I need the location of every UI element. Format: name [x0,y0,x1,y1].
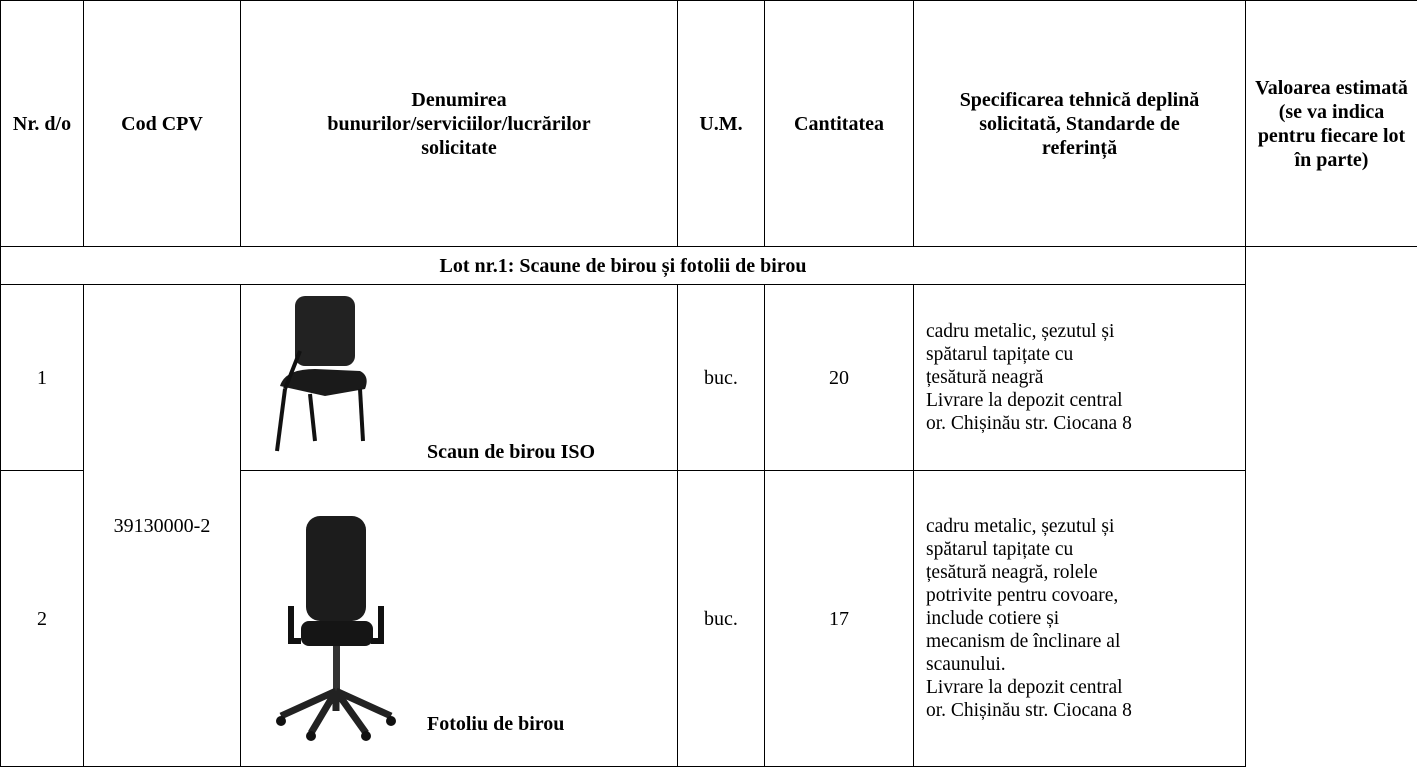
header-row: Nr. d/o Cod CPV Denumirea bunurilor/serv… [0,0,1417,247]
unit: buc. [677,470,765,767]
spec-line: țesătură neagră, rolele [926,562,1098,583]
specification: cadru metalic, șezutul și spătarul tapiț… [913,470,1246,767]
item-number: 1 [0,284,84,471]
header-cell: Nr. d/o [0,0,84,247]
spec-line: spătarul tapițate cu [926,344,1074,365]
spec-line: cadru metalic, șezutul și [926,516,1115,537]
specification: cadru metalic, șezutul și spătarul tapiț… [913,284,1246,471]
item-number: 2 [0,470,84,767]
item-row: 1 39130000-2 Scaun de birou ISO buc. 20 … [0,284,1417,767]
spec-line: or. Chișinău str. Ciocana 8 [926,700,1132,721]
item-name: Scaun de birou ISO [427,441,596,463]
spec-line: spătarul tapițate cu [926,539,1074,560]
item-name-cell: Scaun de birou ISO [240,284,678,471]
lot-row: Lot nr.1: Scaune de birou și fotolii de … [0,246,1417,767]
spec-line: cadru metalic, șezutul și [926,321,1115,342]
empty-cell [1245,246,1417,767]
header-cell: Cantitatea [764,0,914,247]
quantity: 17 [764,470,914,767]
spec-line: scaunului. [926,654,1006,675]
spec-line: Livrare la depozit central [926,390,1123,411]
chair-image [275,296,367,452]
spec-line: potrivite pentru covoare, [926,585,1119,606]
lot-title: Lot nr.1: Scaune de birou și fotolii de … [0,246,1246,285]
chair-image [276,516,396,741]
header-cell: Cod CPV [83,0,241,247]
spec-line: Livrare la depozit central [926,677,1123,698]
spec-line: țesătură neagră [926,367,1044,388]
quantity: 20 [764,284,914,471]
header-cell: Denumirea bunurilor/serviciilor/lucrăril… [240,0,678,247]
spec-line: or. Chișinău str. Ciocana 8 [926,413,1132,434]
cpv-code: 39130000-2 [83,284,241,767]
spec-line: include cotiere și [926,608,1060,629]
header-cell: Specificarea tehnică deplină solicitată,… [913,0,1246,247]
header-cell: U.M. [677,0,765,247]
item-name: Fotoliu de birou [427,713,565,735]
unit: buc. [677,284,765,471]
item-name-cell: Fotoliu de birou [240,470,678,767]
header-cell: Valoarea estimată (se va indica pentru f… [1245,0,1417,247]
spec-line: mecanism de înclinare al [926,631,1121,652]
item-row: 2 Fotoliu de birou buc. 17 cadru metalic… [0,470,1417,767]
